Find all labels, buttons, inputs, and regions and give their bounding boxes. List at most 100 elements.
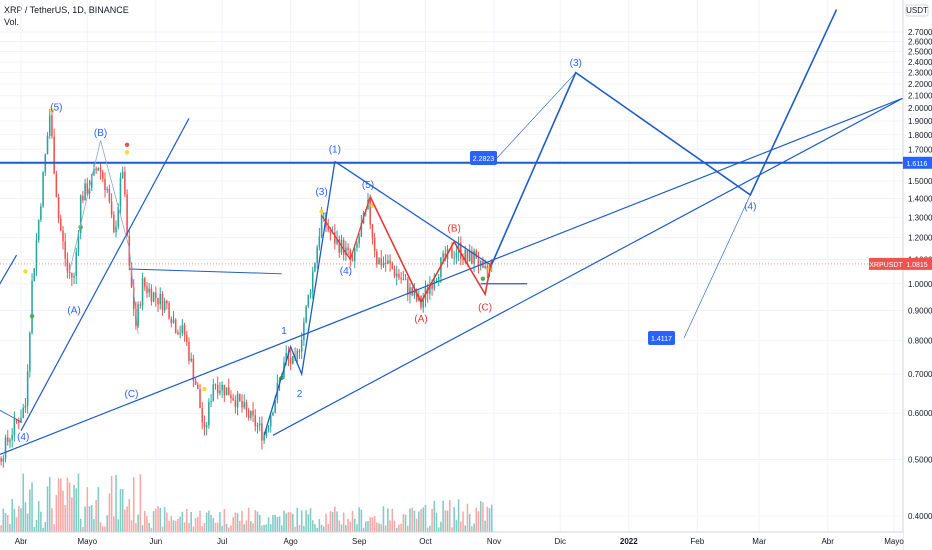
volume-bar: [252, 523, 254, 532]
volume-bar: [486, 506, 489, 532]
time-tick-label: Abr: [15, 537, 28, 546]
candle-body: [345, 247, 347, 255]
candle-body: [22, 407, 24, 418]
volume-bar: [347, 518, 349, 532]
volume-bar: [245, 520, 248, 532]
volume-bar: [64, 505, 66, 532]
candle-body: [201, 408, 204, 423]
price-tick-label: 2.5000: [908, 48, 932, 57]
volume-bar: [258, 514, 261, 532]
candle-body: [75, 251, 78, 277]
candle-body: [113, 214, 115, 233]
trendline-june: [129, 268, 282, 275]
volume-bar: [40, 511, 42, 532]
volume-bar: [159, 507, 162, 532]
volume-bar: [318, 519, 321, 532]
candle-body: [66, 258, 69, 272]
candle-body: [60, 218, 62, 231]
volume-bar: [42, 527, 44, 532]
volume-bar: [26, 513, 29, 532]
volume-bar: [62, 490, 64, 532]
volume-bar: [155, 508, 157, 532]
volume-bar: [68, 482, 71, 532]
volume-bar: [484, 520, 486, 532]
candle-body: [46, 135, 49, 155]
candle-body: [86, 183, 89, 194]
volume-bar: [174, 520, 177, 532]
volume-bar: [400, 523, 402, 532]
candle-body: [236, 393, 239, 408]
candle-body: [99, 167, 102, 172]
symbol-tag-bg: [869, 257, 903, 270]
volume-bar: [477, 511, 480, 532]
candle-body: [382, 262, 385, 266]
volume-bar: [163, 507, 166, 532]
volume-bar: [296, 507, 299, 532]
trendline-fan: [20, 118, 190, 432]
candle-body: [263, 435, 265, 441]
price-tick-label: 1.3000: [908, 213, 932, 222]
volume-bar: [345, 525, 347, 532]
candle-body: [267, 426, 270, 431]
volume-bar: [371, 517, 374, 532]
candle-body: [300, 339, 303, 352]
candle-body: [486, 266, 489, 271]
volume-bar: [113, 516, 115, 532]
candle-body: [254, 415, 257, 427]
volume-bar: [265, 524, 268, 532]
signal-dot: [49, 108, 55, 113]
volume-bar: [88, 506, 91, 532]
candle-body: [97, 167, 100, 171]
price-axis-bg: [903, 0, 932, 550]
candle-body: [230, 395, 232, 398]
candle-body: [139, 304, 142, 306]
volume-bar: [281, 525, 283, 532]
time-tick-label: Jun: [149, 537, 162, 546]
candle-body: [192, 358, 195, 381]
volume-bar: [490, 504, 493, 532]
volume-bar: [234, 512, 237, 532]
candle-body: [274, 399, 276, 413]
candle-body: [466, 249, 469, 262]
candle-body: [93, 168, 95, 176]
volume-bar: [351, 510, 354, 532]
candle-body: [336, 238, 338, 244]
candle-body: [298, 350, 301, 352]
volume-bar: [316, 527, 318, 532]
candle-body: [159, 293, 162, 305]
candle-body: [303, 322, 305, 340]
candle-body: [413, 290, 416, 296]
time-tick-label: Nov: [487, 537, 501, 546]
time-tick-label: Mar: [752, 537, 766, 546]
candle-body: [402, 279, 405, 281]
volume-bar: [148, 522, 150, 532]
candle-body: [391, 263, 394, 269]
candle-body: [152, 292, 155, 302]
volume-bar: [471, 526, 473, 532]
signal-dot: [124, 142, 130, 148]
candle-body: [157, 297, 159, 305]
volume-bar: [232, 517, 234, 532]
trendline-early: [0, 254, 18, 285]
volume-bar: [453, 507, 455, 532]
candle-body: [2, 458, 5, 462]
volume-bar: [325, 513, 327, 532]
candle-body: [234, 400, 237, 408]
wave-label-blue: (4): [17, 432, 29, 443]
candle-body: [415, 290, 418, 301]
volume-bar: [33, 526, 36, 532]
candle-body: [51, 115, 53, 137]
price-tick-label: 1.0000: [908, 280, 932, 289]
candle-body: [460, 242, 462, 259]
volume-bar: [380, 524, 383, 532]
candle-body: [188, 341, 190, 361]
volume-bar: [181, 511, 184, 532]
volume-bar: [409, 508, 411, 532]
candle-body: [376, 251, 378, 265]
volume-bar: [11, 498, 13, 532]
candle-body: [389, 260, 391, 264]
volume-bar: [473, 523, 475, 532]
candle-body: [278, 378, 281, 383]
